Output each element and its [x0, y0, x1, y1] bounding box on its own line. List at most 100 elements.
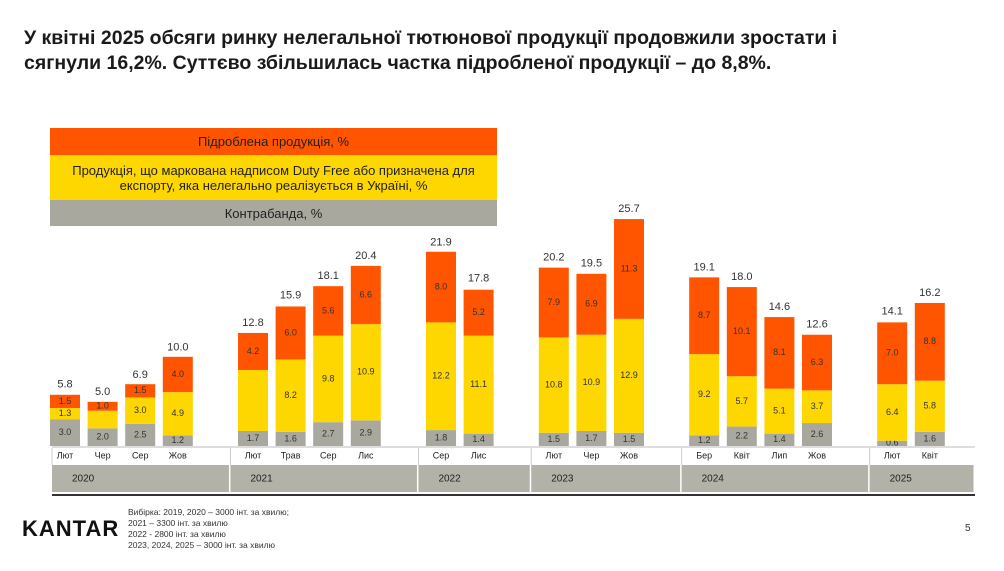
value-label: 4.0 [172, 369, 185, 379]
x-tick-label: Лис [358, 450, 374, 460]
bar-segment [802, 390, 832, 424]
year-band [681, 465, 869, 492]
bar-segment [614, 318, 644, 433]
title: У квітні 2025 обсяги ринку нелегальної т… [24, 26, 837, 76]
bar-segment [576, 334, 607, 431]
value-label: 2.9 [360, 428, 373, 438]
x-tick-label: Лип [771, 450, 787, 460]
total-label: 16.2 [919, 287, 940, 299]
bar-segment [576, 430, 607, 446]
bar-segment [350, 324, 381, 421]
total-label: 5.8 [57, 379, 72, 391]
legend-item: Підроблена продукція, % [50, 128, 497, 155]
year-band [230, 465, 417, 492]
year-label: 2021 [250, 474, 273, 485]
value-label: 12.9 [620, 370, 638, 380]
value-label: 1.5 [59, 396, 72, 406]
total-label: 6.9 [133, 369, 148, 381]
x-tick-label: Квіт [922, 450, 938, 460]
year-band [869, 465, 974, 492]
title-line: У квітні 2025 обсяги ринку нелегальної т… [24, 27, 838, 49]
total-label: 5.0 [95, 386, 110, 398]
notes: Вибірка: 2019, 2020 – 3000 інт. за хвилю… [128, 507, 289, 551]
note-line: 2021 – 3300 інт. за хвилю [128, 518, 228, 528]
year-label: 2022 [438, 474, 461, 485]
bar-segment [802, 423, 832, 446]
value-label: 5.1 [773, 405, 786, 415]
value-label: 4.2 [247, 346, 260, 356]
bar-segment [538, 337, 569, 433]
value-label: 1.7 [247, 433, 260, 443]
year-label: 2023 [551, 474, 574, 485]
value-label: 1.8 [435, 432, 448, 442]
bar-segment [802, 334, 832, 391]
bar-segment [877, 440, 908, 446]
note-line: 2022 - 2800 інт. за хвилю [128, 529, 226, 539]
value-label: 1.4 [472, 434, 485, 444]
bar-segment [125, 384, 156, 398]
total-label: 20.4 [355, 250, 376, 262]
bar-segment [162, 356, 193, 393]
total-label: 19.1 [693, 261, 714, 273]
bar-segment [689, 435, 720, 446]
bar-segment [125, 397, 156, 424]
total-label: 14.1 [881, 305, 902, 317]
logo: KANTAR [22, 516, 120, 541]
bar-segment [914, 431, 945, 446]
bar-segment [162, 435, 193, 446]
value-label: 8.0 [435, 281, 448, 291]
total-label: 12.8 [242, 317, 263, 329]
value-label: 1.3 [59, 408, 72, 418]
year-label: 2024 [702, 474, 725, 485]
total-label: 19.5 [581, 258, 602, 270]
value-label: 2.0 [96, 432, 109, 442]
bar-segment [313, 335, 344, 423]
year-label: 2025 [890, 474, 913, 485]
value-label: 5.6 [322, 305, 335, 315]
legend-item: Продукція, що маркована надписом Duty Fr… [50, 155, 497, 200]
bar-segment [689, 277, 720, 355]
x-tick-label: Лют [57, 450, 74, 460]
bar-segment [689, 354, 720, 436]
bar-segment [350, 265, 381, 325]
value-label: 10.1 [733, 326, 751, 336]
legend: Підроблена продукція, % Продукція, що мар… [50, 128, 497, 226]
value-label: 6.3 [811, 357, 824, 367]
x-tick-label: Квіт [734, 450, 750, 460]
value-label: 3.0 [134, 405, 147, 415]
bar-segment [162, 392, 193, 436]
total-label: 18.1 [317, 270, 338, 282]
value-label: 0.6 [886, 438, 899, 448]
x-tick-label: Чер [95, 450, 111, 460]
title-line: сягнули 16,2%. Суттєво збільшилась частк… [24, 52, 772, 74]
value-label: 2.6 [811, 429, 824, 439]
value-label: 2.7 [322, 428, 335, 438]
value-label: 7.9 [548, 297, 561, 307]
x-tick-label: Сер [433, 450, 450, 460]
value-label: 10.8 [545, 379, 563, 389]
bar-segment [463, 289, 494, 336]
value-label: 1.0 [96, 401, 109, 411]
bar-segment [275, 306, 306, 360]
value-label: 8.1 [773, 347, 786, 357]
value-label: 8.7 [698, 310, 711, 320]
legend-item: Контрабанда, % [50, 200, 497, 226]
value-label: 6.6 [360, 289, 373, 299]
value-label: 1.6 [284, 433, 297, 443]
bar-segment [238, 332, 268, 371]
value-label: 4.9 [172, 408, 185, 418]
year-band [531, 465, 681, 492]
bar-segment [313, 422, 344, 446]
bar-segment [914, 380, 945, 432]
bar-segment [426, 251, 456, 323]
total-label: 12.6 [806, 319, 827, 331]
x-tick-label: Чер [583, 450, 599, 460]
bar-segment [614, 432, 644, 446]
bar-segment [538, 267, 569, 338]
value-label: 5.8 [924, 401, 937, 411]
bar-segment [125, 423, 156, 446]
x-tick-label: Сер [320, 450, 337, 460]
bar-segment [463, 335, 494, 434]
value-label: 6.0 [284, 327, 297, 337]
